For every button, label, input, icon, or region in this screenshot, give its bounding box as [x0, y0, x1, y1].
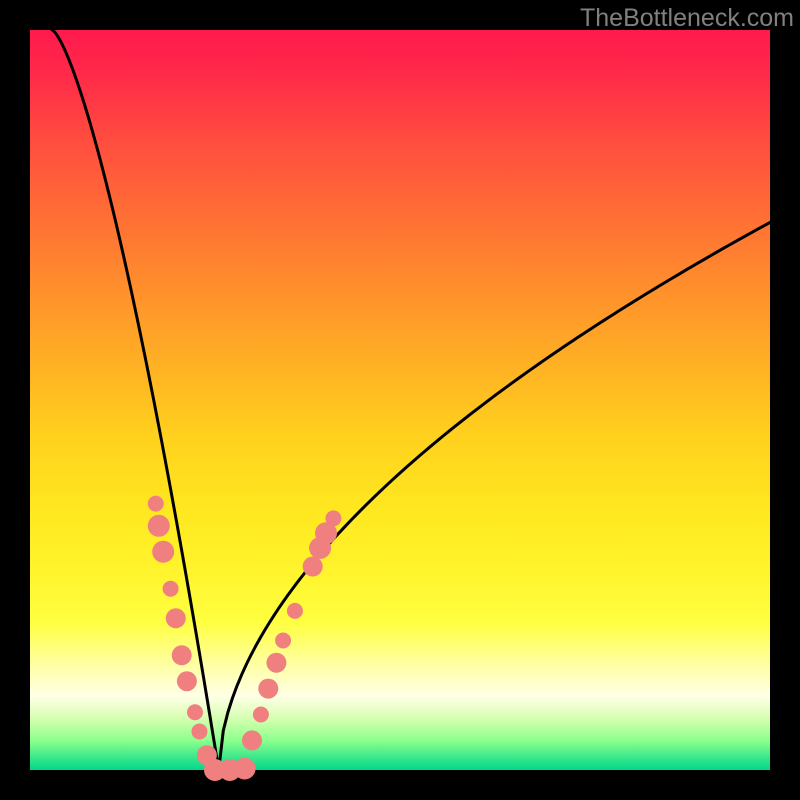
data-point: [325, 510, 341, 526]
data-point: [234, 758, 256, 780]
data-point: [266, 653, 286, 673]
plot-bg: [30, 30, 770, 770]
data-point: [177, 671, 197, 691]
data-point: [148, 515, 170, 537]
chart-svg: [0, 0, 800, 800]
data-point: [187, 704, 203, 720]
data-point: [148, 496, 164, 512]
data-point: [287, 603, 303, 619]
data-point: [152, 541, 174, 563]
data-point: [166, 608, 186, 628]
chart-container: TheBottleneck.com: [0, 0, 800, 800]
data-point: [303, 557, 323, 577]
data-point: [163, 581, 179, 597]
data-point: [275, 633, 291, 649]
data-point: [258, 679, 278, 699]
data-point: [172, 645, 192, 665]
data-point: [253, 707, 269, 723]
watermark-text: TheBottleneck.com: [580, 4, 794, 33]
data-point: [242, 730, 262, 750]
data-point: [191, 724, 207, 740]
